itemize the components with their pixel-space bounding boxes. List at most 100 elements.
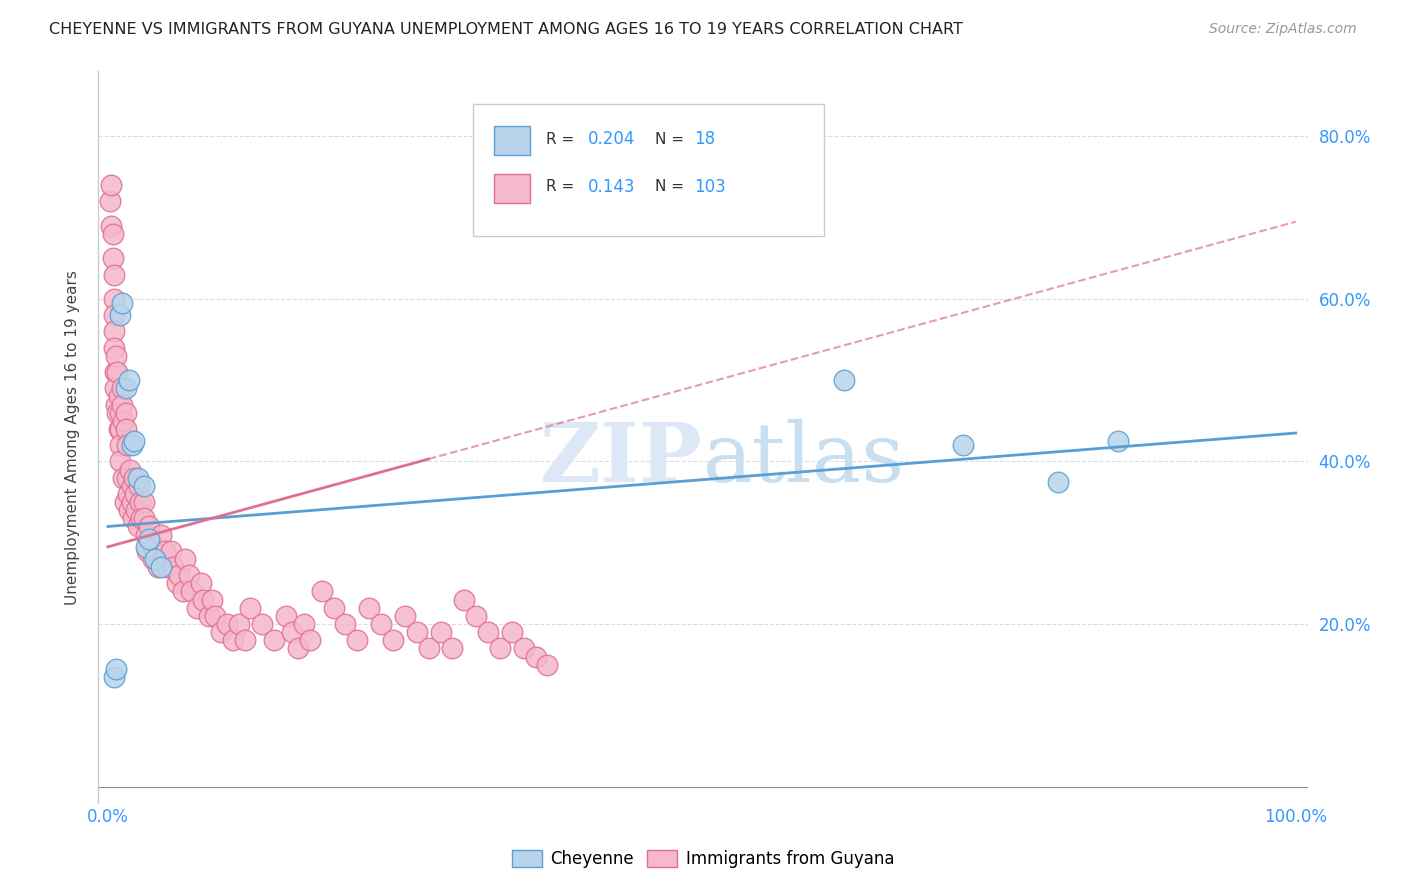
Point — [536, 657, 558, 672]
Point — [191, 592, 214, 607]
Text: 103: 103 — [695, 178, 727, 196]
Point — [1107, 434, 1129, 449]
Y-axis label: Unemployment Among Ages 16 to 19 years: Unemployment Among Ages 16 to 19 years — [65, 269, 80, 605]
Point — [114, 495, 136, 509]
Point — [162, 560, 184, 574]
Point — [124, 487, 146, 501]
Point — [120, 462, 142, 476]
Point — [118, 503, 141, 517]
Point — [489, 641, 512, 656]
Point — [103, 268, 125, 282]
Point — [453, 592, 475, 607]
Point — [177, 568, 200, 582]
Point — [100, 219, 122, 233]
Point — [121, 495, 143, 509]
Point — [146, 560, 169, 574]
Point — [359, 600, 381, 615]
Point — [115, 471, 138, 485]
Point — [111, 398, 134, 412]
Bar — [494, 174, 530, 203]
Point — [198, 608, 221, 623]
Point — [233, 633, 256, 648]
Point — [98, 194, 121, 209]
Point — [274, 608, 297, 623]
Point — [135, 540, 157, 554]
Point — [394, 608, 416, 623]
Bar — [494, 126, 530, 155]
Point — [108, 438, 131, 452]
Point — [477, 625, 499, 640]
Point — [287, 641, 309, 656]
Point — [239, 600, 262, 615]
Point — [103, 670, 125, 684]
Point — [172, 584, 194, 599]
Point — [108, 422, 131, 436]
Legend: Cheyenne, Immigrants from Guyana: Cheyenne, Immigrants from Guyana — [505, 844, 901, 875]
Point — [382, 633, 405, 648]
Point — [252, 617, 274, 632]
Point — [166, 576, 188, 591]
Point — [132, 479, 155, 493]
Text: 0.143: 0.143 — [588, 178, 636, 196]
Point — [125, 503, 148, 517]
Point — [115, 438, 138, 452]
Point — [107, 389, 129, 403]
Point — [228, 617, 250, 632]
Point — [105, 398, 128, 412]
Point — [111, 381, 134, 395]
Point — [107, 422, 129, 436]
Point — [139, 535, 162, 549]
Point — [108, 406, 131, 420]
Point — [101, 252, 124, 266]
Point — [834, 373, 856, 387]
Point — [322, 600, 344, 615]
Point — [174, 552, 197, 566]
Point — [114, 422, 136, 436]
Point — [1047, 475, 1070, 489]
Point — [103, 341, 125, 355]
Point — [101, 227, 124, 241]
Point — [150, 560, 173, 574]
Point — [138, 532, 160, 546]
Point — [107, 406, 129, 420]
Point — [281, 625, 304, 640]
Point — [153, 544, 176, 558]
Point — [215, 617, 238, 632]
Point — [107, 365, 129, 379]
Point — [204, 608, 226, 623]
Point — [370, 617, 392, 632]
Point — [136, 544, 159, 558]
Point — [129, 511, 152, 525]
Point — [221, 633, 243, 648]
Point — [112, 414, 135, 428]
Text: R =: R = — [546, 179, 574, 194]
Point — [127, 471, 149, 485]
Point — [190, 576, 212, 591]
Point — [108, 454, 131, 468]
Point — [346, 633, 368, 648]
Point — [103, 292, 125, 306]
Point — [118, 373, 141, 387]
Point — [405, 625, 427, 640]
Point — [122, 471, 145, 485]
Point — [122, 434, 145, 449]
Point — [108, 308, 131, 322]
Point — [186, 600, 208, 615]
FancyBboxPatch shape — [474, 104, 824, 236]
Point — [524, 649, 547, 664]
Point — [335, 617, 357, 632]
Text: 0.204: 0.204 — [588, 130, 636, 148]
Point — [132, 495, 155, 509]
Point — [156, 560, 179, 574]
Point — [138, 519, 160, 533]
Point — [501, 625, 523, 640]
Text: CHEYENNE VS IMMIGRANTS FROM GUYANA UNEMPLOYMENT AMONG AGES 16 TO 19 YEARS CORREL: CHEYENNE VS IMMIGRANTS FROM GUYANA UNEMP… — [49, 22, 963, 37]
Point — [104, 365, 127, 379]
Text: N =: N = — [655, 179, 683, 194]
Point — [121, 479, 143, 493]
Point — [263, 633, 285, 648]
Point — [209, 625, 232, 640]
Point — [105, 349, 128, 363]
Point — [114, 381, 136, 395]
Point — [121, 438, 143, 452]
